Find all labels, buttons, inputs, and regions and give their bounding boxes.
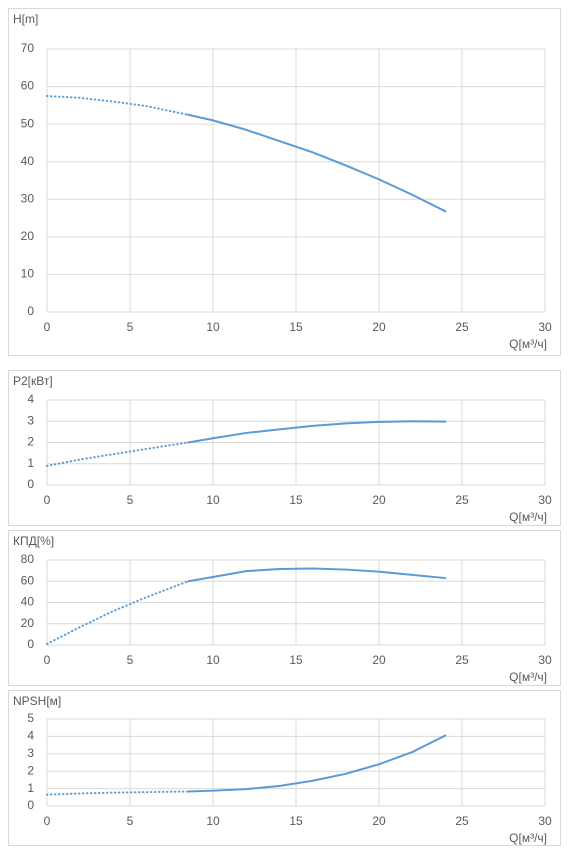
y-tick-label: 10 bbox=[21, 267, 35, 281]
y-tick-label: 2 bbox=[27, 763, 34, 777]
x-tick-label: 5 bbox=[127, 493, 134, 507]
x-tick-label: 20 bbox=[372, 814, 386, 828]
x-tick-label: 25 bbox=[455, 653, 469, 667]
chart-frame bbox=[8, 690, 561, 846]
y-tick-label: 2 bbox=[27, 435, 34, 449]
line bbox=[46, 790, 190, 796]
x-tick-label: 25 bbox=[455, 320, 469, 334]
y-tick-label: 80 bbox=[21, 552, 35, 566]
y-tick-label: 4 bbox=[27, 729, 34, 743]
x-tick-label: 30 bbox=[538, 653, 552, 667]
y-tick-label: 20 bbox=[21, 616, 35, 630]
line bbox=[187, 113, 447, 213]
y-tick-label: 1 bbox=[27, 456, 34, 470]
y-axis-label: КПД[%] bbox=[13, 534, 54, 548]
x-tick-label: 15 bbox=[289, 653, 303, 667]
x-tick-label: 20 bbox=[372, 320, 386, 334]
line bbox=[46, 441, 190, 467]
y-tick-label: 3 bbox=[27, 746, 34, 760]
chart-frame bbox=[8, 530, 561, 686]
x-tick-label: 5 bbox=[127, 320, 134, 334]
x-tick-label: 0 bbox=[44, 653, 51, 667]
y-tick-label: 3 bbox=[27, 413, 34, 427]
x-axis-label: Q[м³/ч] bbox=[509, 510, 547, 524]
x-tick-label: 10 bbox=[206, 653, 220, 667]
x-tick-label: 15 bbox=[289, 493, 303, 507]
chart-frame bbox=[8, 8, 561, 356]
line bbox=[46, 580, 190, 645]
y-tick-label: 20 bbox=[21, 229, 35, 243]
x-tick-label: 25 bbox=[455, 493, 469, 507]
x-tick-label: 0 bbox=[44, 320, 51, 334]
y-tick-label: 0 bbox=[27, 798, 34, 812]
x-tick-label: 30 bbox=[538, 814, 552, 828]
x-tick-label: 10 bbox=[206, 320, 220, 334]
x-tick-label: 20 bbox=[372, 653, 386, 667]
x-tick-label: 15 bbox=[289, 320, 303, 334]
y-tick-label: 60 bbox=[21, 79, 35, 93]
chart-frame bbox=[8, 370, 561, 526]
y-tick-label: 30 bbox=[21, 191, 35, 205]
x-tick-label: 0 bbox=[44, 493, 51, 507]
y-tick-label: 0 bbox=[27, 304, 34, 318]
y-tick-label: 40 bbox=[21, 154, 35, 168]
x-tick-label: 15 bbox=[289, 814, 303, 828]
y-tick-label: 1 bbox=[27, 781, 34, 795]
y-tick-label: 4 bbox=[27, 392, 34, 406]
x-tick-label: 10 bbox=[206, 493, 220, 507]
line bbox=[187, 734, 447, 793]
x-axis-label: Q[м³/ч] bbox=[509, 670, 547, 684]
x-tick-label: 20 bbox=[372, 493, 386, 507]
x-tick-label: 10 bbox=[206, 814, 220, 828]
x-tick-label: 5 bbox=[127, 653, 134, 667]
y-tick-label: 0 bbox=[27, 637, 34, 651]
y-axis-label: NPSH[м] bbox=[13, 694, 61, 708]
y-tick-label: 60 bbox=[21, 573, 35, 587]
line bbox=[187, 567, 447, 583]
x-axis-label: Q[м³/ч] bbox=[509, 831, 547, 845]
y-tick-label: 0 bbox=[27, 477, 34, 491]
line bbox=[187, 420, 447, 444]
y-tick-label: 40 bbox=[21, 595, 35, 609]
x-tick-label: 30 bbox=[538, 320, 552, 334]
y-tick-label: 70 bbox=[21, 41, 35, 55]
y-tick-label: 50 bbox=[21, 116, 35, 130]
x-tick-label: 25 bbox=[455, 814, 469, 828]
y-axis-label: P2[кВт] bbox=[13, 374, 53, 388]
x-tick-label: 5 bbox=[127, 814, 134, 828]
x-axis-label: Q[м³/ч] bbox=[509, 337, 547, 351]
x-tick-label: 0 bbox=[44, 814, 51, 828]
y-axis-label: H[m] bbox=[13, 12, 38, 26]
x-tick-label: 30 bbox=[538, 493, 552, 507]
y-tick-label: 5 bbox=[27, 711, 34, 725]
